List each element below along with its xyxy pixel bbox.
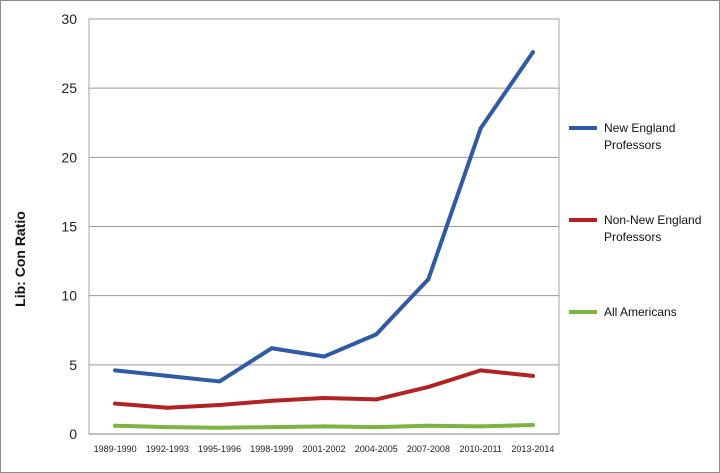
- data-point: [374, 332, 379, 337]
- y-tick-label: 0: [69, 426, 77, 442]
- data-point: [322, 424, 326, 429]
- y-tick-label: 5: [69, 357, 77, 373]
- data-point: [426, 423, 431, 428]
- data-point: [113, 401, 118, 406]
- y-tick-label: 25: [61, 80, 77, 96]
- x-tick-label: 2010-2011: [459, 444, 501, 454]
- x-tick-label: 1989-1990: [94, 444, 137, 454]
- legend-label: Non-New England Professors: [604, 213, 701, 244]
- data-point: [113, 423, 118, 428]
- data-point: [322, 354, 326, 359]
- x-tick-label: 2007-2008: [407, 444, 450, 454]
- x-tick-label: 1995-1996: [198, 444, 241, 454]
- data-point: [426, 277, 431, 282]
- data-point: [478, 126, 483, 131]
- legend-label: All Americans: [604, 305, 677, 319]
- data-point: [217, 402, 222, 407]
- x-tick-label: 1998-1999: [250, 444, 293, 454]
- data-point: [269, 425, 274, 430]
- x-tick-label: 2004-2005: [355, 444, 398, 454]
- x-tick-label: 2013-2014: [511, 444, 554, 454]
- data-point: [165, 405, 170, 410]
- data-point: [217, 379, 222, 384]
- data-point: [426, 384, 431, 389]
- data-point: [374, 425, 379, 430]
- data-point: [113, 368, 118, 373]
- data-point: [530, 50, 535, 55]
- data-point: [530, 373, 535, 378]
- data-point: [269, 346, 274, 351]
- data-point: [165, 425, 170, 430]
- y-axis-title: Lib: Con Ratio: [12, 211, 28, 307]
- data-point: [322, 396, 326, 401]
- data-point: [165, 373, 170, 378]
- y-tick-label: 15: [61, 219, 77, 235]
- y-tick-label: 10: [61, 288, 77, 304]
- data-point: [217, 425, 222, 430]
- data-point: [478, 424, 483, 429]
- x-tick-label: 2001-2002: [302, 444, 345, 454]
- data-point: [374, 397, 379, 402]
- data-point: [530, 423, 535, 428]
- y-tick-label: 30: [61, 11, 77, 27]
- data-point: [478, 368, 483, 373]
- y-tick-label: 20: [61, 149, 77, 165]
- legend-label: New England Professors: [604, 121, 675, 152]
- data-point: [269, 398, 274, 403]
- x-tick-label: 1992-1993: [146, 444, 189, 454]
